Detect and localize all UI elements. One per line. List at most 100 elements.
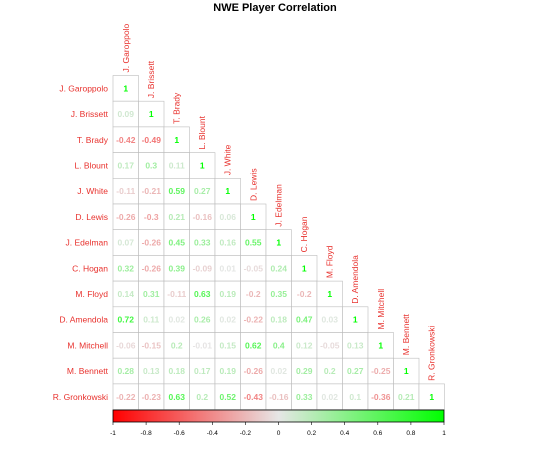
column-label: D. Amendola [350, 255, 360, 304]
cell-value: 1 [200, 160, 205, 170]
cell-value: 0.02 [321, 392, 338, 402]
cell-value: 0.21 [398, 392, 415, 402]
row-label: J. White [77, 186, 108, 196]
heatmap-cell [112, 306, 139, 333]
colorbar-tick-label: 0 [277, 430, 281, 437]
cell-value: 0.02 [270, 366, 287, 376]
cell-value: 0.62 [245, 340, 262, 350]
heatmap-cell [138, 229, 165, 256]
colorbar: -1 -0.8 -0.6 -0.4 -0.2 0 0.2 0.4 0.6 0.8 1 [110, 409, 446, 437]
heatmap-cell [112, 332, 139, 359]
cell-value: 0.29 [296, 366, 313, 376]
column-label: C. Hogan [299, 216, 309, 252]
row-label: D. Amendola [59, 315, 108, 325]
row-label: J. Garoppolo [59, 83, 108, 93]
cell-value: 0.12 [296, 340, 313, 350]
cell-value: 0.47 [296, 315, 313, 325]
heatmap-cell [418, 383, 445, 410]
row-label: M. Mitchell [67, 340, 108, 350]
colorbar-tick-label: 0.2 [307, 430, 316, 437]
heatmap-cell [342, 383, 369, 410]
heatmap-cell [189, 152, 216, 179]
heatmap-cell [112, 229, 139, 256]
cell-value: 0.09 [117, 109, 134, 119]
cell-value: -0.15 [142, 340, 162, 350]
heatmap-cell [163, 126, 190, 153]
cell-value: 0.63 [168, 392, 185, 402]
cell-value: 0.21 [168, 212, 185, 222]
cell-value: -0.09 [193, 263, 213, 273]
cell-value: -0.26 [244, 366, 264, 376]
colorbar-tick-label: 0.8 [406, 430, 415, 437]
cell-value: -0.25 [371, 366, 391, 376]
heatmap-cell [316, 383, 343, 410]
cell-value: 0.33 [194, 238, 211, 248]
cell-value: -0.26 [142, 238, 162, 248]
cell-value: 0.72 [117, 315, 134, 325]
colorbar-tick-label: -0.4 [207, 430, 219, 437]
cell-value: 0.24 [270, 263, 287, 273]
cell-value: -0.21 [142, 186, 162, 196]
heatmap-cell [316, 357, 343, 385]
heatmap-cell [240, 306, 267, 333]
cell-value: -0.23 [142, 392, 162, 402]
heatmap-cell [214, 383, 241, 410]
cell-value: 0.32 [117, 263, 134, 273]
column-label: J. Brissett [146, 60, 156, 98]
cell-value: 0.3 [145, 160, 157, 170]
cell-value: 0.17 [194, 366, 211, 376]
cell-value: 1 [123, 83, 128, 93]
row-labels: J. Garoppolo J. Brissett T. Brady L. Blount… [53, 83, 109, 401]
colorbar-tick-label: 1 [442, 430, 446, 437]
cell-value: 0.27 [194, 186, 211, 196]
heatmap-cell [189, 357, 216, 385]
cell-value: -0.43 [244, 392, 264, 402]
cell-value: 0.19 [219, 289, 236, 299]
heatmap-cell [240, 229, 267, 256]
cell-value: 1 [225, 186, 230, 196]
cell-value: -0.05 [244, 263, 264, 273]
cell-value: 0.2 [171, 340, 183, 350]
heatmap-cell [189, 203, 216, 231]
row-label: L. Blount [74, 160, 108, 170]
heatmap-cell [214, 306, 241, 333]
cell-value: -0.3 [144, 212, 159, 222]
heatmap-cell [265, 229, 292, 256]
cell-value: 0.03 [321, 315, 338, 325]
colorbar-gradient [112, 409, 445, 423]
heatmap-cell [189, 280, 216, 308]
cell-value: 0.06 [219, 212, 236, 222]
cell-value: 0.13 [347, 340, 364, 350]
chart-title: NWE Player Correlation [213, 2, 337, 14]
heatmap-cell [291, 306, 318, 333]
cell-value: 0.13 [143, 366, 160, 376]
colorbar-tick-label: -0.6 [174, 430, 186, 437]
column-label: D. Lewis [248, 168, 258, 201]
cell-value: 0.27 [347, 366, 364, 376]
cell-value: 0.55 [245, 238, 262, 248]
cell-value: 0.28 [117, 366, 134, 376]
heatmap-cell [138, 178, 165, 205]
heatmap-cell [112, 75, 139, 102]
heatmap-cell [163, 357, 190, 385]
row-label: M. Bennett [67, 366, 109, 376]
cell-value: -0.2 [246, 289, 261, 299]
cell-value: 0.18 [168, 366, 185, 376]
cell-value: 0.02 [219, 315, 236, 325]
cell-value: 1 [429, 392, 434, 402]
cell-value: -0.22 [116, 392, 136, 402]
cell-value: -0.42 [116, 135, 136, 145]
row-label: R. Gronkowski [53, 392, 108, 402]
cell-value: -0.26 [116, 212, 136, 222]
heatmap-cell [240, 357, 267, 385]
cell-value: -0.22 [244, 315, 264, 325]
heatmap-cell [214, 203, 241, 231]
heatmap-cell [163, 383, 190, 410]
heatmap-cell [367, 357, 394, 385]
cell-value: 0.2 [196, 392, 208, 402]
cell-value: 0.4 [273, 340, 285, 350]
heatmap-cell [163, 203, 190, 231]
heatmap-cell [112, 100, 139, 128]
heatmap-cell [189, 383, 216, 410]
